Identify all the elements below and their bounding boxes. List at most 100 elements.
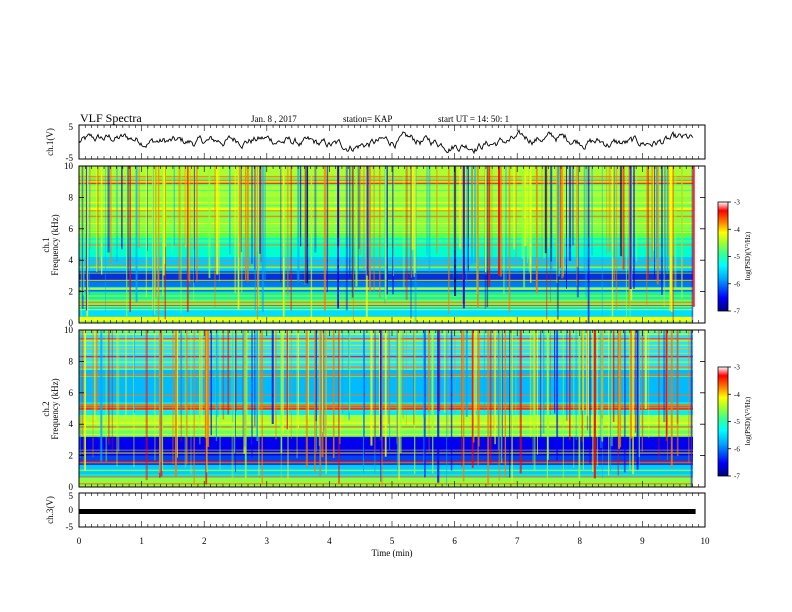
impulse-streak [554, 330, 556, 414]
impulse-streak [210, 330, 212, 436]
impulse-streak [374, 330, 376, 452]
time-tick-label: 6 [452, 536, 457, 546]
impulse-streak [216, 166, 219, 275]
impulse-streak [257, 166, 260, 307]
impulse-streak [345, 166, 348, 311]
impulse-streak [601, 166, 603, 316]
frequency-tick-label: 0 [69, 318, 74, 328]
impulse-streak [92, 330, 94, 458]
impulse-streak [95, 166, 98, 272]
impulse-streak [562, 330, 564, 480]
impulse-streak [586, 330, 588, 416]
impulse-streak [625, 166, 627, 319]
impulse-streak [319, 330, 321, 477]
impulse-streak [187, 166, 190, 282]
impulse-streak [105, 330, 108, 462]
impulse-streak [275, 330, 277, 440]
impulse-streak [280, 166, 282, 283]
impulse-streak [582, 330, 584, 470]
impulse-streak [537, 330, 538, 455]
impulse-streak [672, 166, 674, 323]
impulse-streak [530, 166, 532, 283]
colorbar-tick-label: -3 [734, 199, 740, 207]
frequency-band [79, 465, 693, 478]
impulse-streak [566, 330, 568, 421]
impulse-streak [402, 330, 404, 419]
ch1-spectrogram-ylabel-channel: ch.1 [41, 237, 51, 252]
impulse-streak [672, 166, 674, 256]
impulse-streak [621, 166, 624, 272]
impulse-streak [634, 330, 636, 433]
narrowband-line [79, 475, 693, 478]
impulse-streak [307, 330, 309, 419]
impulse-streak [475, 330, 477, 411]
impulse-streak [578, 330, 581, 481]
impulse-streak [180, 330, 182, 414]
impulse-streak [431, 330, 434, 433]
impulse-streak [126, 166, 128, 319]
colorbar-tick-label: -6 [734, 280, 740, 288]
impulse-streak [599, 330, 602, 449]
impulse-streak [235, 330, 237, 411]
impulse-streak [244, 330, 247, 482]
impulse-streak [473, 330, 475, 443]
impulse-streak [196, 166, 198, 282]
frequency-band [79, 455, 693, 466]
impulse-streak [608, 166, 611, 253]
impulse-streak [110, 166, 112, 264]
impulse-streak [540, 330, 542, 447]
impulse-streak [145, 330, 148, 481]
time-tick-label: 9 [640, 536, 645, 546]
impulse-streak [504, 330, 506, 476]
start-time-label: start UT = 14: 50: 1 [438, 114, 509, 124]
impulse-streak [587, 166, 590, 323]
impulse-streak [488, 166, 491, 287]
impulse-streak [644, 330, 647, 409]
impulse-streak [426, 166, 428, 256]
impulse-streak [304, 166, 306, 285]
impulse-streak [485, 166, 487, 273]
impulse-streak [454, 330, 456, 414]
impulse-streak [234, 330, 236, 453]
impulse-streak [630, 330, 632, 439]
time-tick-label: 2 [202, 536, 207, 546]
impulse-streak [240, 166, 243, 293]
impulse-streak [548, 166, 550, 249]
impulse-streak [237, 166, 240, 293]
impulse-streak [199, 330, 201, 416]
impulse-streak [349, 330, 351, 413]
impulse-streak [327, 166, 329, 264]
impulse-streak [337, 166, 339, 309]
impulse-streak [606, 166, 608, 254]
impulse-streak [351, 166, 354, 298]
colorbar-tick-label: -5 [734, 253, 740, 261]
impulse-streak [615, 166, 618, 310]
impulse-streak [100, 330, 103, 462]
impulse-streak [193, 330, 195, 485]
impulse-streak [610, 330, 613, 447]
time-tick-label: 1 [139, 536, 144, 546]
impulse-streak [261, 330, 263, 485]
impulse-streak [163, 166, 165, 276]
impulse-streak [186, 330, 188, 465]
impulse-streak [546, 330, 548, 486]
impulse-streak [323, 166, 326, 311]
impulse-streak [127, 166, 129, 279]
impulse-streak [379, 330, 380, 434]
impulse-streak [239, 166, 241, 271]
impulse-streak [470, 166, 473, 264]
impulse-streak [413, 166, 415, 277]
impulse-streak [635, 166, 638, 262]
impulse-streak [466, 166, 468, 283]
impulse-streak [193, 166, 195, 283]
time-tick-label: 3 [265, 536, 270, 546]
impulse-streak [681, 166, 683, 286]
impulse-streak [515, 330, 517, 437]
impulse-streak [314, 166, 317, 253]
impulse-streak [670, 330, 673, 468]
impulse-streak [297, 166, 300, 282]
impulse-streak [161, 330, 164, 471]
impulse-streak [186, 166, 189, 312]
impulse-streak [81, 330, 83, 436]
impulse-streak [669, 166, 672, 312]
